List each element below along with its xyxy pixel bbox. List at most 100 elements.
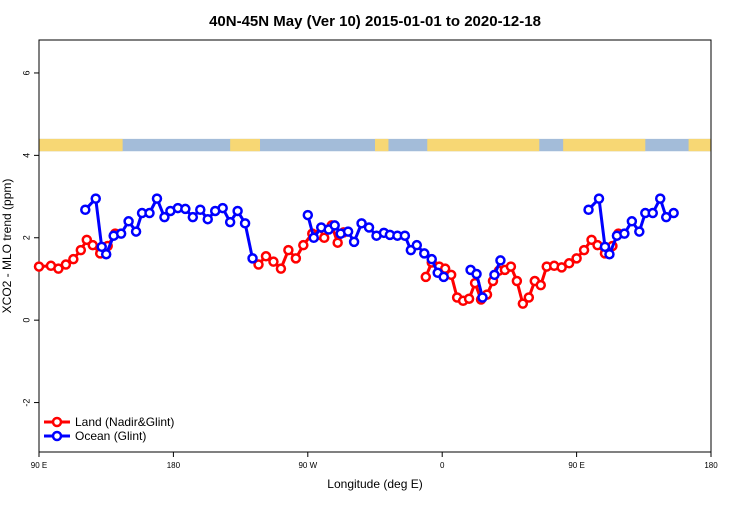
series-1-point-25 [302,209,314,221]
land-strip-segment-2 [375,138,389,152]
series-1-point-66 [668,207,679,219]
series-0-point-14 [268,256,279,267]
series-0-point-13 [260,251,272,262]
series-1-point-19 [217,202,228,214]
series-1-point-16 [195,204,206,215]
legend-label-0: Land (Nadir&Glint) [75,415,174,429]
y-tick-label: -2 [21,399,31,407]
series-1-point-23 [247,253,258,264]
y-tick-label: 2 [21,235,31,240]
series-1-point-34 [363,222,375,233]
series-0-point-42 [517,298,529,309]
x-tick-label: 90 W [298,461,317,470]
x-tick-label: 90 E [31,461,47,470]
series-0-point-16 [283,244,294,256]
series-1-point-63 [647,207,659,219]
series-1-point-55 [593,193,605,204]
series-1-point-1 [90,193,101,204]
series-1-point-17 [202,213,213,225]
series-0-point-18 [298,239,309,251]
series-1-point-3 [100,248,112,260]
series-1 [80,193,679,303]
series-1-point-0 [80,204,91,215]
series-1-point-31 [342,226,354,237]
legend-marker-0 [51,416,63,428]
series-1-point-32 [348,236,360,248]
series-1-point-39 [399,230,411,241]
y-tick-label: 4 [21,153,31,158]
series-0-point-15 [275,263,287,274]
series-0-point-26 [420,271,432,283]
land-strip-segment-4 [563,138,646,152]
series-0-point-45 [535,279,547,291]
series-1-point-20 [224,216,236,228]
plot-frame [38,39,712,453]
series-1-point-10 [151,193,163,204]
series-0-point-51 [578,244,590,256]
x-axis-label: Longitude (deg E) [327,477,422,491]
series-0-point-3 [60,259,72,270]
x-tick-label: 180 [167,461,181,470]
series-1-point-51 [489,269,500,281]
series-0-point-50 [571,253,582,264]
series-0-point-49 [563,258,575,269]
series-1-point-60 [626,216,638,227]
series-1-point-14 [180,203,191,215]
series-0-point-0 [33,261,45,272]
series-0-point-21 [318,232,330,244]
series-1-point-6 [123,216,134,227]
series-1-point-7 [130,226,142,237]
y-tick-label: 0 [21,318,31,323]
series-1-point-52 [495,255,506,266]
series-0-point-33 [463,293,475,304]
land-strip-segment-3 [427,138,540,152]
series-1-point-42 [419,248,430,259]
series-1-point-61 [634,226,645,237]
series-0-point-23 [332,237,343,248]
series-0-point-12 [253,259,264,270]
series-1-point-2 [96,241,107,253]
land-strip-segment-1 [230,138,261,152]
x-tick-label: 180 [704,461,718,470]
x-tick-label: 0 [440,461,445,470]
series-0-point-7 [87,239,99,251]
series-1-point-65 [660,211,672,223]
series-1-point-29 [329,220,340,231]
chart-title: 40N-45N May (Ver 10) 2015-01-01 to 2020-… [209,13,541,30]
land-strip-segment-5 [688,138,711,152]
legend: Land (Nadir&Glint)Ocean (Glint) [44,415,174,443]
series-1-point-33 [356,218,367,229]
series-0-point-5 [75,244,87,256]
series-1-point-5 [115,228,127,239]
series-1-point-43 [426,253,437,265]
series-0-point-48 [556,262,567,273]
series-0-point-43 [523,292,535,303]
series-1-point-49 [477,292,488,303]
series-0-point-2 [53,263,64,274]
series-1-point-54 [583,204,594,215]
series-1-point-21 [232,205,243,217]
series-1-point-11 [159,211,170,223]
legend-marker-1 [51,430,63,442]
series-1-point-26 [308,232,320,244]
series-1-point-57 [604,248,615,260]
land-strip-segment-0 [39,138,123,152]
series-1-point-22 [239,218,251,229]
series-0-point-4 [68,253,79,265]
series-1-point-56 [599,241,611,253]
series-0-point-17 [290,253,302,264]
series-1-point-41 [411,239,423,251]
series-1-point-45 [438,271,449,283]
series-1-point-48 [471,268,482,280]
y-axis-label: XCO2 - MLO trend (ppm) [0,179,14,314]
series-1-point-64 [654,193,666,204]
y-tick-label: 6 [21,70,31,75]
legend-label-1: Ocean (Glint) [75,429,146,443]
series-1-point-9 [144,207,155,219]
series-0-point-40 [505,261,517,272]
series-1-point-15 [187,211,199,223]
series-0-point-41 [511,275,523,287]
x-tick-label: 90 E [568,461,584,470]
